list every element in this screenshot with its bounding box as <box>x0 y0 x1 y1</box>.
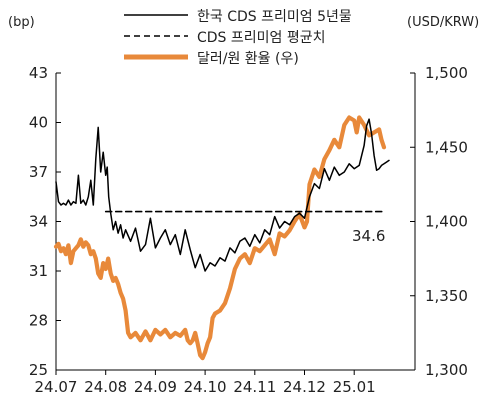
right-tick-label: 1,400 <box>425 213 468 231</box>
legend-label-average: CDS 프리미엄 평균치 <box>197 30 326 46</box>
series-line-usd-krw <box>53 115 387 361</box>
right-tick-label: 1,500 <box>425 64 468 82</box>
x-tick-label: 25.01 <box>333 378 376 396</box>
x-tick-label: 24.08 <box>84 378 127 396</box>
x-tick-label: 24.07 <box>35 378 78 396</box>
legend-label-fx: 달러/원 환율 (우) <box>197 51 299 67</box>
left-tick-label: 25 <box>29 361 48 379</box>
series-layer <box>53 115 390 361</box>
left-tick-label: 37 <box>29 163 48 181</box>
left-tick-label: 31 <box>29 262 48 280</box>
left-tick-label: 43 <box>29 64 48 82</box>
right-axis-unit: (USD/KRW) <box>407 15 479 30</box>
left-axis-unit: (bp) <box>8 15 35 30</box>
series-line-cds-5y <box>55 118 390 272</box>
left-tick-label: 34 <box>29 213 48 231</box>
legend-label-cds: 한국 CDS 프리미엄 5년물 <box>197 9 352 25</box>
x-tick-label: 24.10 <box>184 378 227 396</box>
right-tick-label: 1,450 <box>425 138 468 156</box>
x-tick-label: 24.09 <box>134 378 177 396</box>
average-annotation: 34.6 <box>352 227 385 245</box>
left-tick-label: 40 <box>29 114 48 132</box>
x-tick-label: 24.12 <box>283 378 326 396</box>
right-tick-label: 1,350 <box>425 287 468 305</box>
left-tick-label: 28 <box>29 312 48 330</box>
axes: 43 40 37 34 31 28 25 1,500 1,450 1,400 1,350 1,300 2… <box>29 64 468 396</box>
x-tick-label: 24.11 <box>233 378 276 396</box>
right-tick-label: 1,300 <box>425 361 468 379</box>
